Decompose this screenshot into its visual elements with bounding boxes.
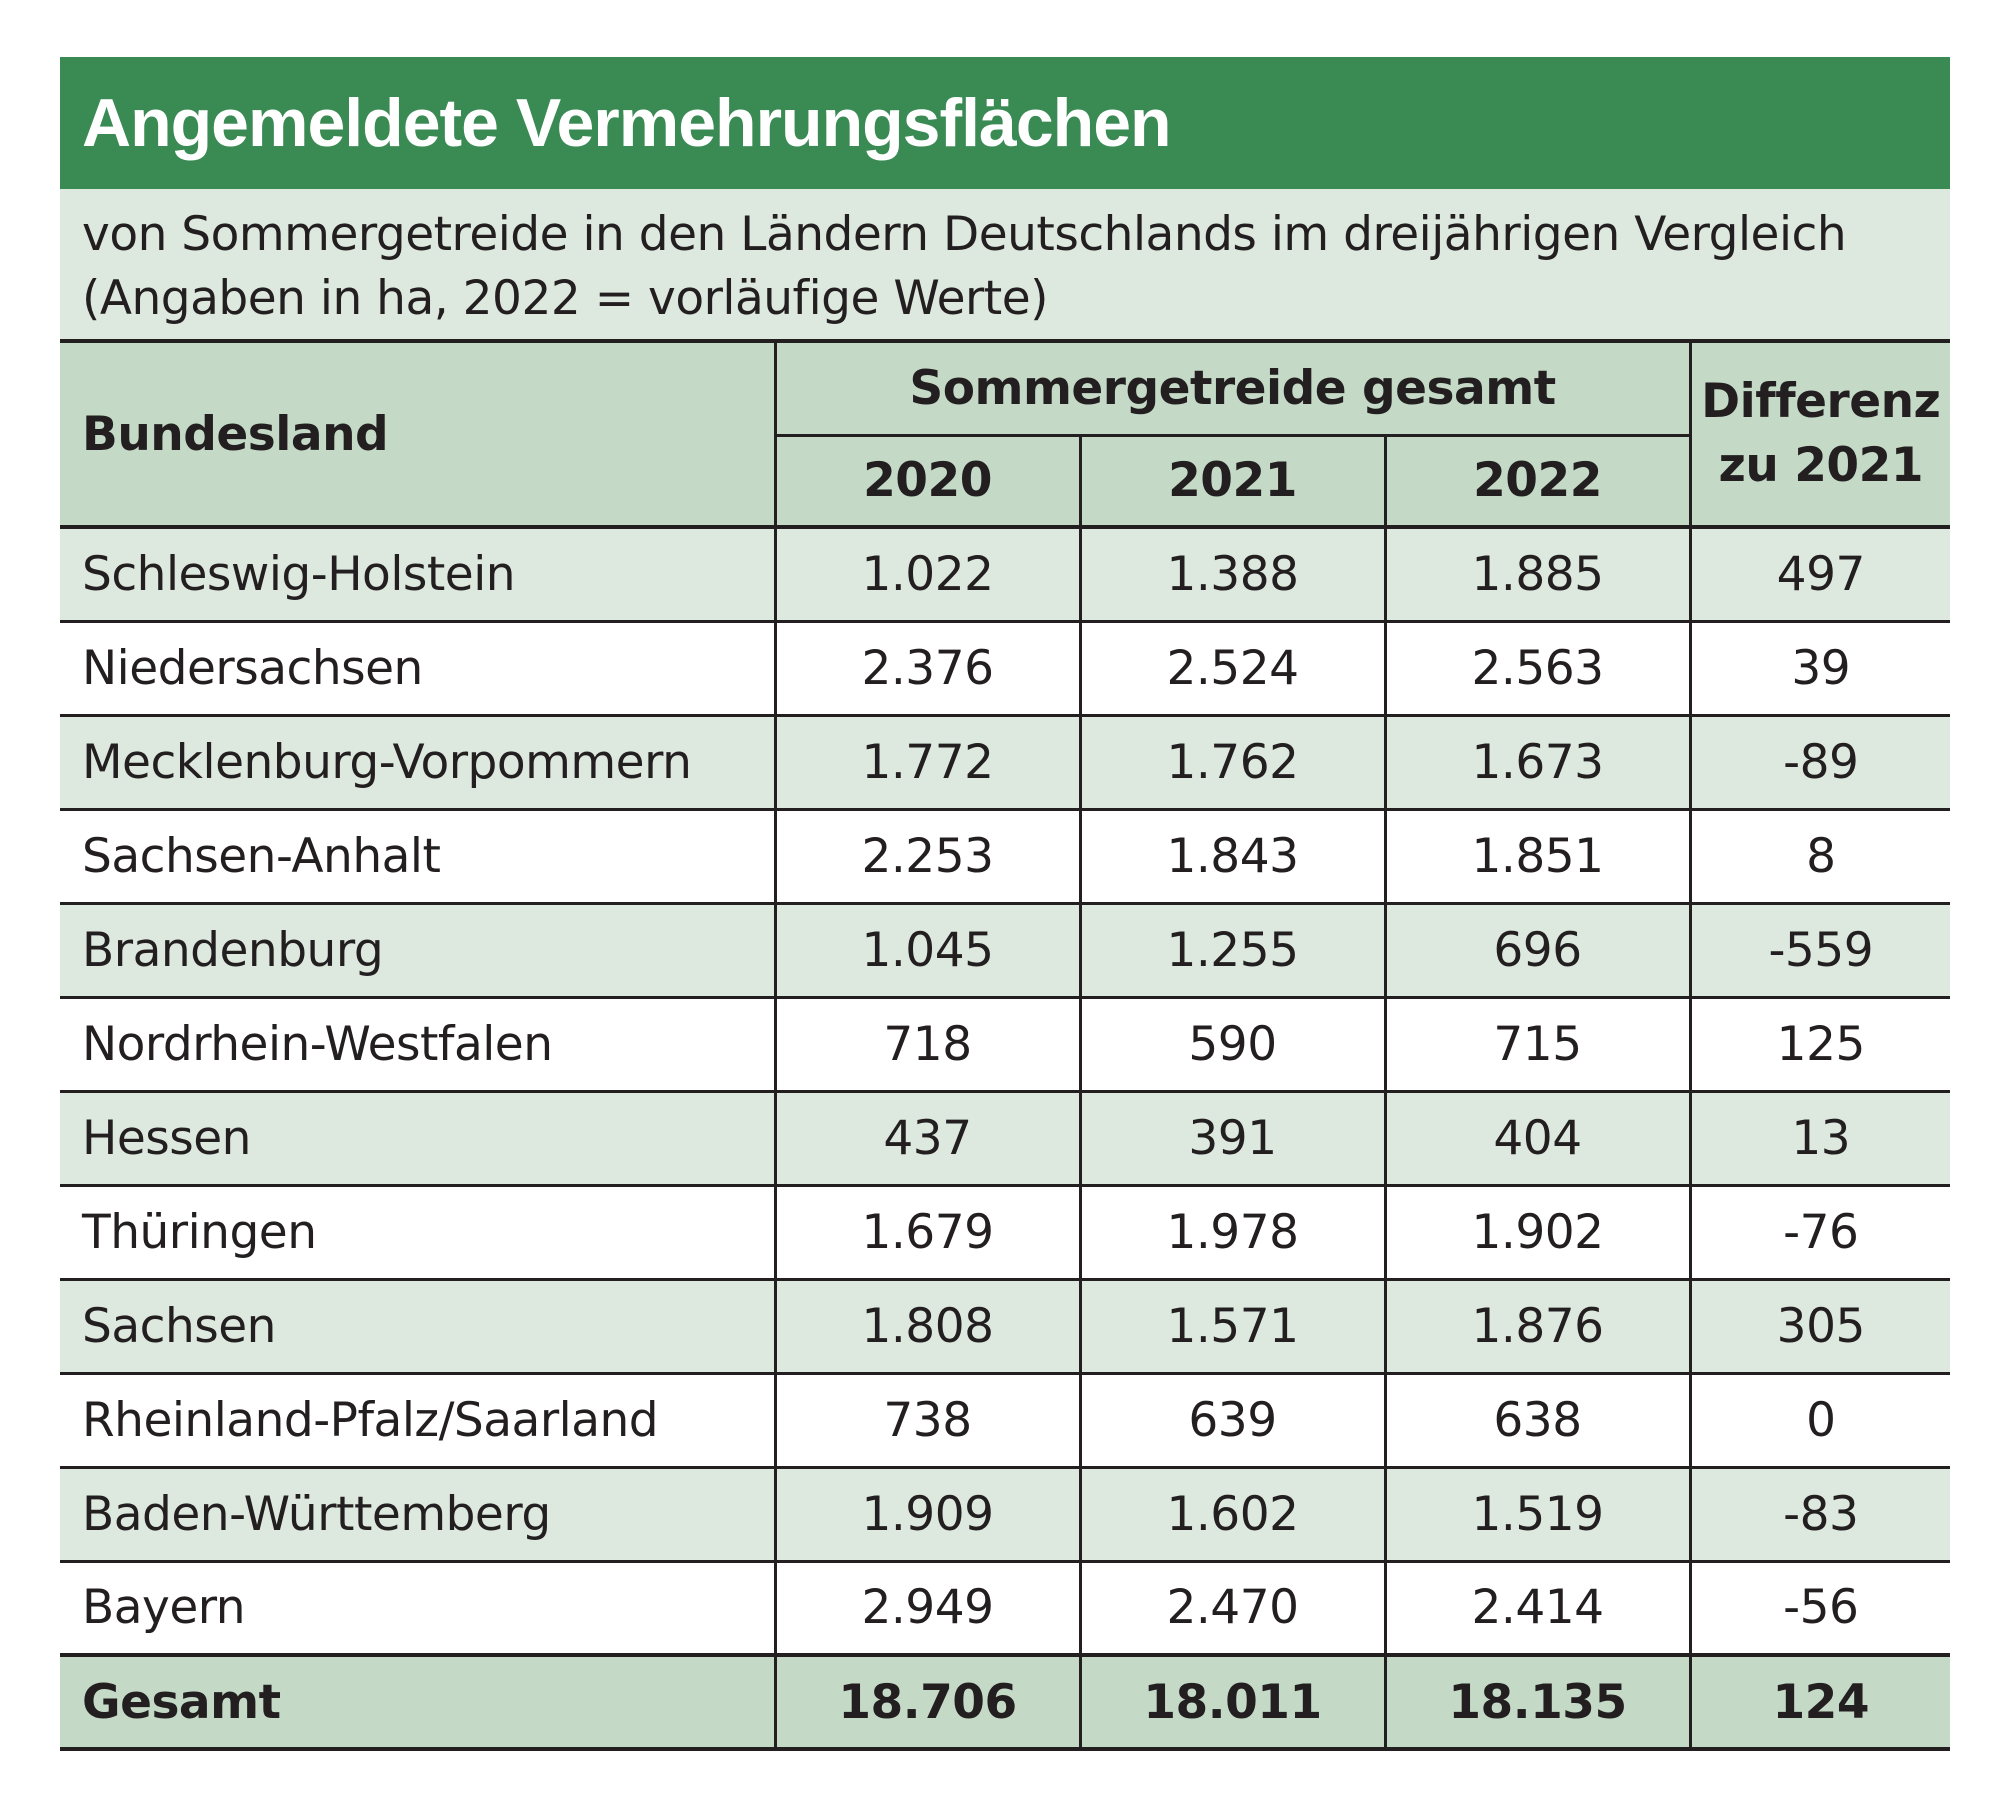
table-row: Baden-Württemberg 1.909 1.602 1.519 -83 — [60, 1467, 1951, 1563]
cell-differenz: -559 — [1690, 903, 1951, 999]
cell-differenz: 39 — [1690, 621, 1951, 717]
table-row: Hessen 437 391 404 13 — [60, 1091, 1951, 1187]
table-header: Bundesland Sommergetreide gesamt Differe… — [60, 341, 1951, 529]
cell-differenz: -56 — [1690, 1561, 1951, 1657]
cell-2020: 2.253 — [775, 809, 1082, 905]
subtitle-line-1: von Sommergetreide in den Ländern Deutsc… — [82, 207, 1847, 262]
cell-differenz: -89 — [1690, 715, 1951, 811]
cell-2021: 1.255 — [1080, 903, 1387, 999]
cell-differenz: 125 — [1690, 997, 1951, 1093]
total-2022: 18.135 — [1385, 1653, 1692, 1749]
page-title: Angemeldete Vermehrungsflächen — [82, 85, 1172, 161]
cell-2020: 2.949 — [775, 1561, 1082, 1657]
cell-2020: 1.772 — [775, 715, 1082, 811]
column-header-year: 2021 — [1080, 435, 1387, 529]
table-row: Nordrhein-Westfalen 718 590 715 125 — [60, 997, 1951, 1093]
cell-bundesland: Sachsen-Anhalt — [60, 809, 777, 905]
cell-2022: 696 — [1385, 903, 1692, 999]
cell-bundesland: Schleswig-Holstein — [60, 527, 777, 623]
table-infographic: Angemeldete Vermehrungsflächen von Somme… — [60, 57, 1951, 1751]
cell-2020: 1.679 — [775, 1185, 1082, 1281]
cell-2021: 1.978 — [1080, 1185, 1387, 1281]
cell-differenz: 0 — [1690, 1373, 1951, 1469]
cell-2022: 1.519 — [1385, 1467, 1692, 1563]
table-row: Sachsen-Anhalt 2.253 1.843 1.851 8 — [60, 809, 1951, 905]
table-row: Thüringen 1.679 1.978 1.902 -76 — [60, 1185, 1951, 1281]
cell-2022: 2.563 — [1385, 621, 1692, 717]
table-row: Brandenburg 1.045 1.255 696 -559 — [60, 903, 1951, 999]
cell-2021: 1.602 — [1080, 1467, 1387, 1563]
cell-2022: 1.876 — [1385, 1279, 1692, 1375]
cell-2020: 1.022 — [775, 527, 1082, 623]
cell-bundesland: Sachsen — [60, 1279, 777, 1375]
total-label: Gesamt — [60, 1653, 777, 1749]
cell-2022: 404 — [1385, 1091, 1692, 1187]
cell-2020: 718 — [775, 997, 1082, 1093]
cell-differenz: 8 — [1690, 809, 1951, 905]
data-table: Bundesland Sommergetreide gesamt Differe… — [60, 339, 1951, 1751]
cell-differenz: 13 — [1690, 1091, 1951, 1187]
cell-2020: 738 — [775, 1373, 1082, 1469]
cell-bundesland: Niedersachsen — [60, 621, 777, 717]
cell-2022: 1.902 — [1385, 1185, 1692, 1281]
cell-2022: 1.851 — [1385, 809, 1692, 905]
table-body: Schleswig-Holstein 1.022 1.388 1.885 497 Nied… — [60, 527, 1951, 1749]
cell-bundesland: Thüringen — [60, 1185, 777, 1281]
table-row: Mecklenburg-Vorpommern 1.772 1.762 1.673 -89 — [60, 715, 1951, 811]
column-header-year: 2022 — [1385, 435, 1692, 529]
table-row: Niedersachsen 2.376 2.524 2.563 39 — [60, 621, 1951, 717]
table-row: Sachsen 1.808 1.571 1.876 305 — [60, 1279, 1951, 1375]
cell-2021: 391 — [1080, 1091, 1387, 1187]
cell-bundesland: Baden-Württemberg — [60, 1467, 777, 1563]
cell-2020: 437 — [775, 1091, 1082, 1187]
column-header-year: 2020 — [775, 435, 1082, 529]
cell-2020: 2.376 — [775, 621, 1082, 717]
cell-2022: 638 — [1385, 1373, 1692, 1469]
cell-2021: 590 — [1080, 997, 1387, 1093]
total-diff: 124 — [1690, 1653, 1951, 1749]
cell-2022: 715 — [1385, 997, 1692, 1093]
cell-2020: 1.045 — [775, 903, 1082, 999]
table-row: Rheinland-Pfalz/Saarland 738 639 638 0 — [60, 1373, 1951, 1469]
total-row: Gesamt 18.706 18.011 18.135 124 — [60, 1653, 1951, 1749]
cell-bundesland: Rheinland-Pfalz/Saarland — [60, 1373, 777, 1469]
cell-2022: 1.673 — [1385, 715, 1692, 811]
total-2021: 18.011 — [1080, 1653, 1387, 1749]
cell-differenz: -83 — [1690, 1467, 1951, 1563]
cell-2021: 2.470 — [1080, 1561, 1387, 1657]
column-group-header: Sommergetreide gesamt — [775, 341, 1692, 437]
differenz-label-line-2: zu 2021 — [1718, 438, 1924, 493]
table-row: Schleswig-Holstein 1.022 1.388 1.885 497 — [60, 527, 1951, 623]
cell-bundesland: Mecklenburg-Vorpommern — [60, 715, 777, 811]
column-header-bundesland: Bundesland — [60, 341, 777, 529]
subtitle: von Sommergetreide in den Ländern Deutsc… — [60, 189, 1950, 339]
cell-2020: 1.808 — [775, 1279, 1082, 1375]
cell-differenz: 497 — [1690, 527, 1951, 623]
cell-bundesland: Nordrhein-Westfalen — [60, 997, 777, 1093]
cell-bundesland: Brandenburg — [60, 903, 777, 999]
cell-2020: 1.909 — [775, 1467, 1082, 1563]
subtitle-line-2: (Angaben in ha, 2022 = vorläufige Werte) — [82, 271, 1049, 326]
cell-differenz: 305 — [1690, 1279, 1951, 1375]
table-row: Bayern 2.949 2.470 2.414 -56 — [60, 1561, 1951, 1657]
cell-2021: 639 — [1080, 1373, 1387, 1469]
cell-2021: 1.388 — [1080, 527, 1387, 623]
cell-differenz: -76 — [1690, 1185, 1951, 1281]
title-bar: Angemeldete Vermehrungsflächen — [60, 57, 1950, 189]
column-header-differenz: Differenz zu 2021 — [1690, 341, 1951, 529]
total-2020: 18.706 — [775, 1653, 1082, 1749]
cell-2021: 1.843 — [1080, 809, 1387, 905]
cell-2021: 2.524 — [1080, 621, 1387, 717]
cell-2022: 1.885 — [1385, 527, 1692, 623]
differenz-label-line-1: Differenz — [1701, 374, 1941, 429]
cell-bundesland: Hessen — [60, 1091, 777, 1187]
cell-bundesland: Bayern — [60, 1561, 777, 1657]
cell-2021: 1.571 — [1080, 1279, 1387, 1375]
cell-2021: 1.762 — [1080, 715, 1387, 811]
cell-2022: 2.414 — [1385, 1561, 1692, 1657]
